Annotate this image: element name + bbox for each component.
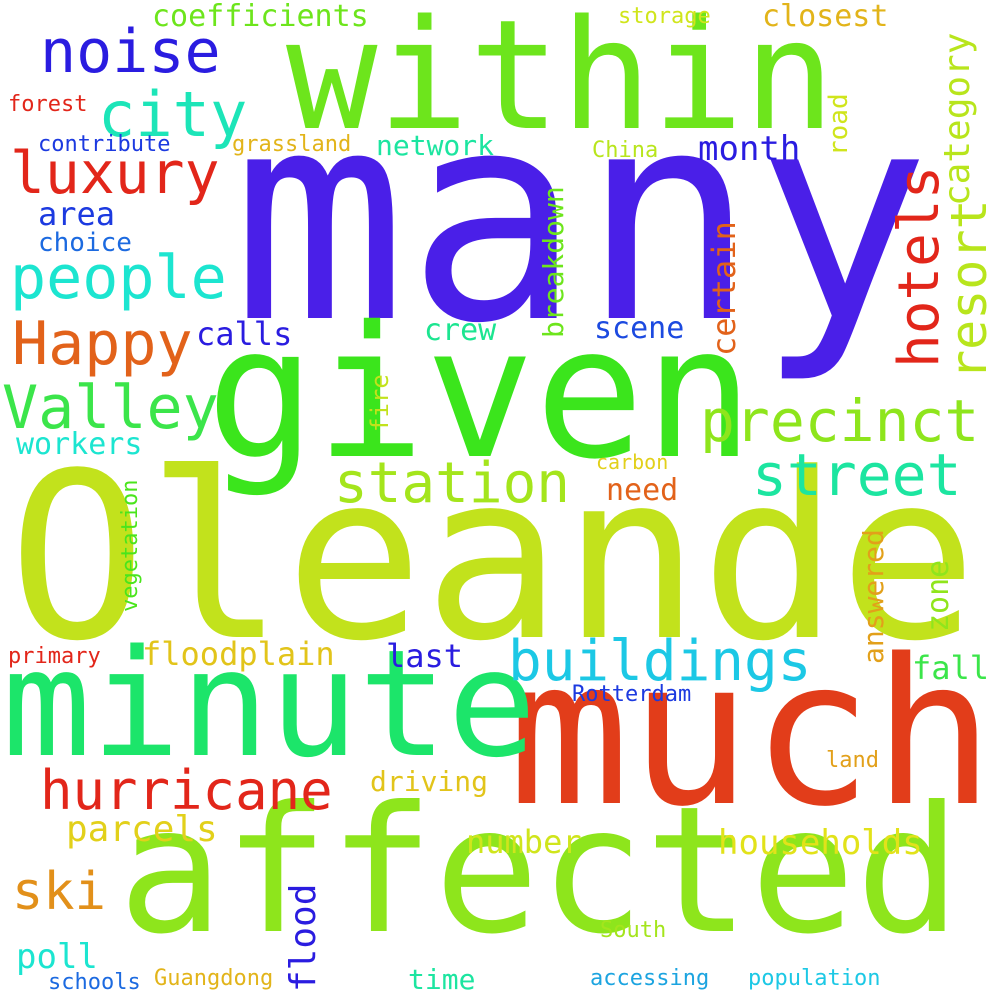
word-street: street [752, 441, 962, 509]
word-people: people [10, 243, 227, 313]
word-crew: crew [424, 313, 497, 348]
word-workers: workers [16, 427, 143, 462]
word-primary: primary [8, 644, 101, 669]
word-luxury: luxury [10, 139, 220, 207]
word-choice: choice [38, 228, 132, 258]
word-much: much [508, 615, 995, 851]
word-last: last [386, 637, 464, 675]
word-land: land [826, 748, 879, 773]
word-flood: flood [283, 883, 324, 992]
word-affected: affected [118, 770, 961, 973]
word-fire: fire [366, 374, 394, 432]
word-network: network [376, 129, 495, 162]
word-precinct: precinct [700, 387, 980, 455]
word-households: households [718, 823, 923, 863]
word-category: category [937, 32, 978, 206]
word-driving: driving [370, 765, 489, 798]
word-ski: ski [12, 862, 106, 922]
word-station: station [334, 451, 571, 516]
word-closest: closest [762, 0, 889, 34]
word-within: within [286, 0, 836, 164]
word-population: population [748, 966, 881, 991]
word-many: many [232, 50, 931, 387]
word-buildings: buildings [508, 629, 812, 694]
word-coefficients: coefficients [152, 0, 369, 34]
word-accessing: accessing [590, 966, 710, 991]
word-storage: storage [618, 4, 711, 29]
word-oleander: Oleander [8, 425, 1000, 692]
word-schools: schools [48, 970, 141, 995]
word-city: city [98, 78, 248, 151]
word-resort: resort [940, 199, 998, 380]
word-certain: certain [705, 221, 743, 356]
word-parcels: parcels [66, 809, 218, 850]
word-fall: fall [912, 649, 990, 687]
word-contribute: contribute [38, 132, 171, 157]
word-scene: scene [594, 311, 685, 346]
word-happy: Happy [12, 309, 193, 379]
word-rotterdam: Rotterdam [572, 682, 692, 707]
word-given: given [206, 287, 754, 499]
word-need: need [606, 473, 679, 508]
word-minute: minute [2, 618, 537, 790]
word-valley: Valley [2, 373, 219, 443]
word-poll: poll [16, 937, 98, 977]
word-floodplain: floodplain [142, 635, 335, 673]
word-zone: zone [921, 559, 956, 632]
word-breakdown: breakdown [537, 186, 570, 338]
word-road: road [824, 93, 854, 156]
word-calls: calls [196, 315, 293, 353]
word-grassland: grassland [232, 132, 352, 157]
word-month: month [698, 129, 801, 169]
word-forest: forest [8, 92, 88, 117]
word-number: number [466, 823, 582, 861]
word-time: time [408, 963, 476, 996]
word-guangdong: Guangdong [154, 966, 274, 991]
word-answered: answered [857, 529, 890, 664]
word-hurricane: hurricane [40, 759, 333, 822]
word-carbon: carbon [596, 450, 669, 474]
word-vegetation: vegetation [118, 479, 143, 612]
word-south: South [600, 918, 667, 943]
word-china: China [592, 138, 659, 163]
word-noise: noise [40, 17, 221, 87]
word-area: area [38, 195, 116, 233]
